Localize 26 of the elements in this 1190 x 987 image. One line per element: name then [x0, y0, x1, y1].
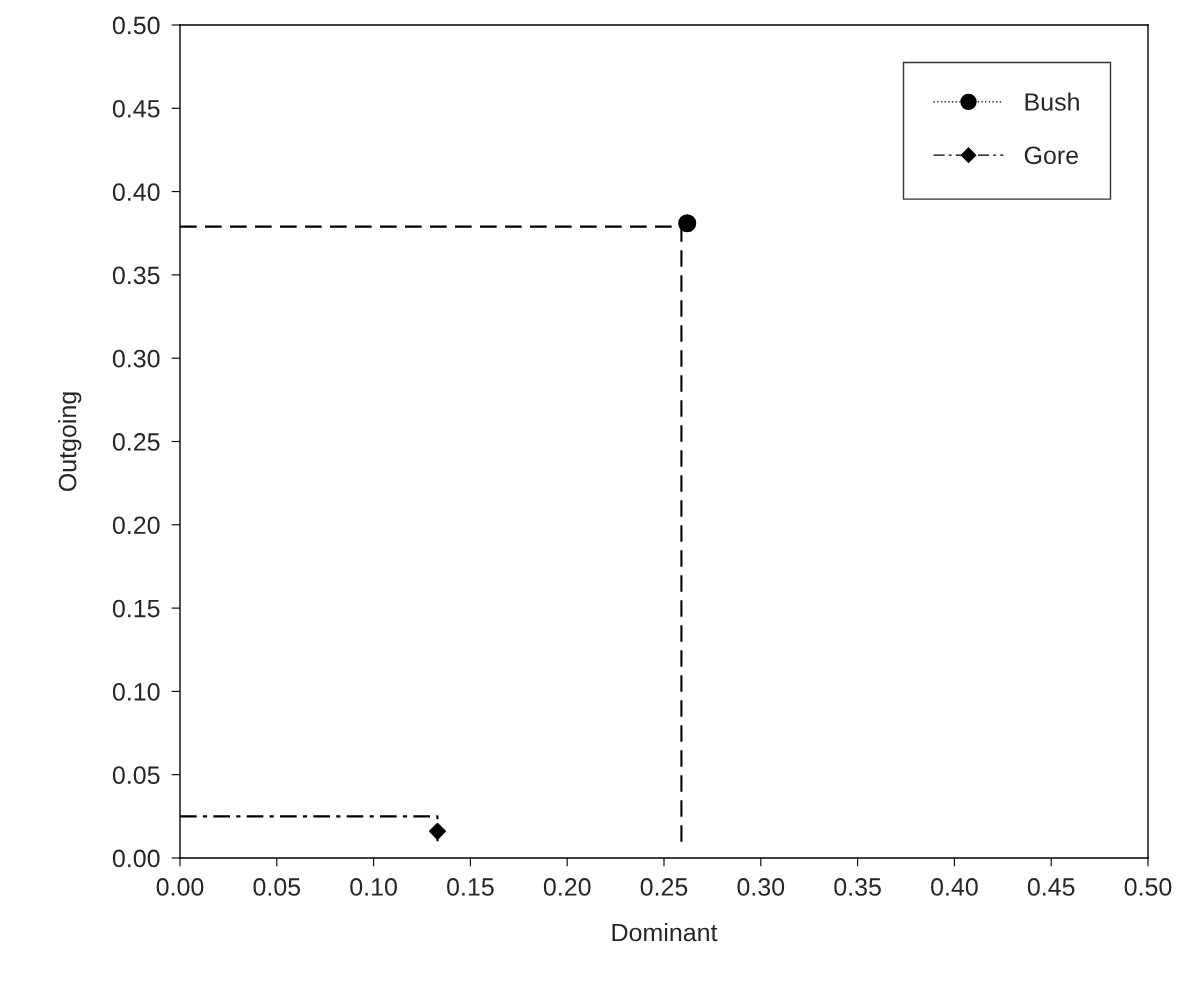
y-tick-label: 0.45	[112, 99, 160, 118]
y-tick-label: 0.25	[112, 433, 160, 451]
y-tick-label: 0.10	[112, 683, 160, 701]
x-tick-label: 0.45	[1027, 878, 1075, 896]
x-axis-title: Dominant	[612, 922, 718, 942]
x-tick-label: 0.20	[543, 878, 591, 896]
y-tick-label: 0.05	[112, 766, 160, 784]
legend-label: Gore	[1024, 146, 1078, 165]
y-tick-label: 0.50	[112, 16, 160, 35]
x-tick-label: 0.35	[834, 878, 881, 896]
y-tick-label: 0.40	[112, 183, 160, 201]
y-tick-label: 0.35	[112, 266, 160, 285]
x-tick-label: 0.30	[737, 878, 785, 896]
x-tick-label: 0.40	[931, 878, 978, 896]
x-tick-label: 0.05	[253, 878, 301, 896]
x-tick-label: 0.00	[156, 878, 204, 896]
x-tick-label: 0.50	[1124, 878, 1172, 896]
x-tick-label: 0.10	[350, 878, 397, 896]
y-axis-title: Outgoing	[58, 392, 82, 492]
legend-label: Bush	[1025, 92, 1079, 111]
y-tick-label: 0.30	[112, 349, 160, 368]
y-tick-label: 0.15	[112, 599, 160, 618]
y-tick-label: 0.20	[112, 516, 160, 535]
y-tick-label: 0.00	[112, 849, 160, 868]
x-tick-label: 0.25	[640, 878, 688, 896]
x-tick-label: 0.15	[447, 878, 494, 896]
